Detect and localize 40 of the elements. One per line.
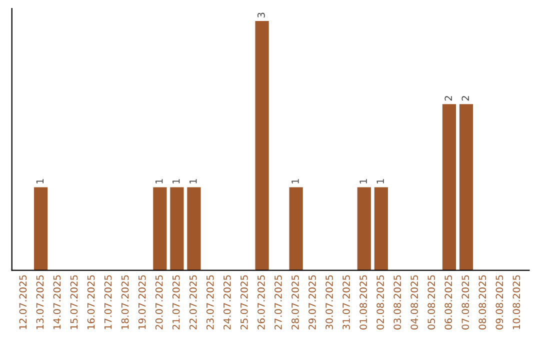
x-tick-label: 18.07.2025 xyxy=(121,275,129,330)
x-tick-label: 26.07.2025 xyxy=(258,275,265,330)
x-tick-label: 29.07.2025 xyxy=(308,275,316,330)
x-tick-label: 16.07.2025 xyxy=(87,275,95,330)
data-label: 2 xyxy=(462,96,469,101)
data-label: 1 xyxy=(172,179,180,184)
x-tick-label: 05.08.2025 xyxy=(428,275,436,330)
x-tick-label: 06.08.2025 xyxy=(444,275,452,330)
x-tick-label: 12.07.2025 xyxy=(19,275,27,330)
x-tick-label: 07.08.2025 xyxy=(462,275,470,330)
x-tick-label: 22.07.2025 xyxy=(189,275,197,330)
x-tick-label: 24.07.2025 xyxy=(223,275,231,330)
x-tick-label: 28.07.2025 xyxy=(292,275,299,330)
data-label: 1 xyxy=(376,179,384,184)
x-tick-label: 08.08.2025 xyxy=(478,275,486,330)
x-tick-label: 30.07.2025 xyxy=(326,275,333,330)
x-tick-label: 10.08.2025 xyxy=(512,275,520,330)
x-tick-label: 23.07.2025 xyxy=(206,275,214,330)
x-tick-label: 04.08.2025 xyxy=(410,275,418,330)
x-tick-label: 21.07.2025 xyxy=(172,275,180,330)
data-label: 3 xyxy=(258,12,265,18)
data-label: 2 xyxy=(444,96,452,101)
data-label: 1 xyxy=(156,179,163,184)
x-tick-label: 17.07.2025 xyxy=(104,275,112,330)
x-tick-label: 25.07.2025 xyxy=(240,275,248,330)
x-tick-label: 19.07.2025 xyxy=(138,275,146,330)
data-label: 1 xyxy=(36,179,44,184)
x-tick-label: 02.08.2025 xyxy=(376,275,384,330)
x-tick-label: 14.07.2025 xyxy=(53,275,61,330)
x-tick-label: 09.08.2025 xyxy=(496,275,504,330)
x-tick-label: 01.08.2025 xyxy=(360,275,367,330)
data-label: 1 xyxy=(190,179,197,184)
x-tick-label: 27.07.2025 xyxy=(274,275,282,330)
x-tick-label: 31.07.2025 xyxy=(342,275,350,330)
x-tick-label: 15.07.2025 xyxy=(70,275,78,330)
data-label: 1 xyxy=(292,179,299,184)
x-tick-label: 03.08.2025 xyxy=(394,275,401,330)
x-tick-label: 13.07.2025 xyxy=(36,275,44,330)
x-tick-label: 20.07.2025 xyxy=(155,275,163,330)
data-label: 1 xyxy=(360,179,367,184)
